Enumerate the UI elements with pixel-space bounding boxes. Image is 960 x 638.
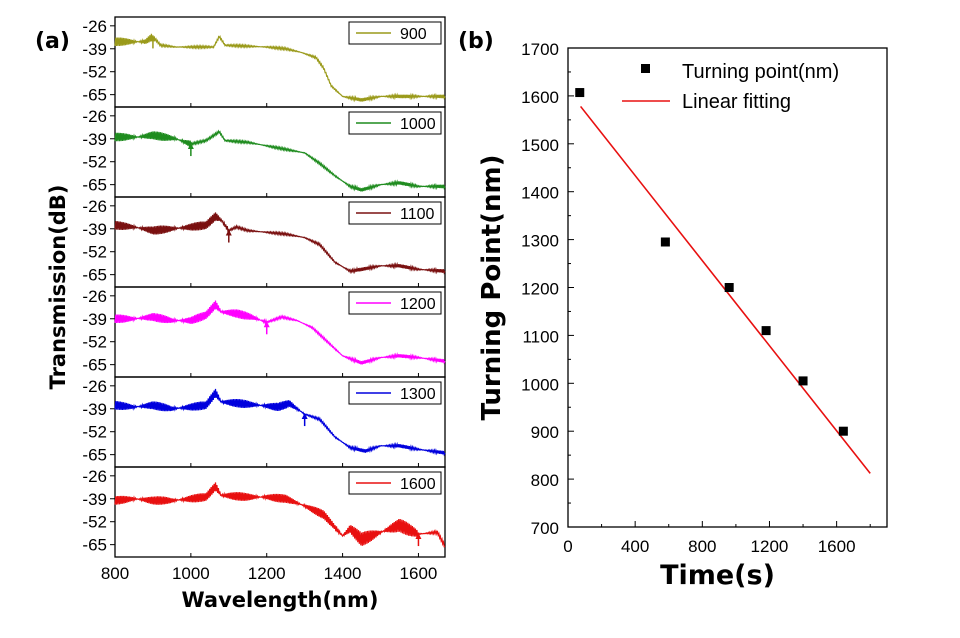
y-tick-label: -65 <box>82 176 107 195</box>
y-tick-label: -52 <box>82 333 107 352</box>
y-axis-title: Turning Point(nm) <box>477 155 507 421</box>
y-tick-label: -26 <box>82 287 107 306</box>
spectrum-line-1200 <box>114 300 446 365</box>
data-point <box>660 237 670 247</box>
legend-label: 1300 <box>400 386 436 403</box>
y-tick-label: -65 <box>82 446 107 465</box>
legend-label-points: Turning point(nm) <box>682 61 839 83</box>
subplot-1300: -26 -39 -52 -65 1300 <box>82 376 446 468</box>
x-tick-label: 800 <box>688 537 716 556</box>
y-tick-label: -26 <box>82 467 107 486</box>
spectrum-line-1100 <box>114 212 446 275</box>
spectrum-line-1000 <box>114 129 446 192</box>
y-tick-label: 900 <box>531 423 559 442</box>
data-point <box>798 376 808 386</box>
turning-point-arrowhead <box>149 35 156 42</box>
x-tick-label: 1400 <box>324 564 362 583</box>
legend-box <box>348 111 442 135</box>
subplot-frame <box>114 466 446 558</box>
turning-point-arrowhead <box>301 413 308 420</box>
turning-point-arrowhead <box>187 143 194 150</box>
y-tick-label: 800 <box>531 471 559 490</box>
subplot-1100: -26 -39 -52 -65 1100 <box>82 196 446 288</box>
y-tick-label: 1200 <box>521 280 559 299</box>
y-tick-label: -26 <box>82 17 107 36</box>
subplot-1000: -26 -39 -52 -65 1000 <box>82 106 446 198</box>
legend-label: 1200 <box>400 296 436 313</box>
y-tick-label: -39 <box>82 490 107 509</box>
subplot-1200: -26 -39 -52 -65 1200 <box>82 286 446 378</box>
y-tick-label: -65 <box>82 266 107 285</box>
data-point <box>838 426 848 436</box>
y-tick-label: 700 <box>531 519 559 538</box>
panel-b-label: (b) <box>458 29 494 54</box>
y-tick-label: -26 <box>82 377 107 396</box>
legend-marker-points <box>641 64 650 73</box>
legend-box <box>348 291 442 315</box>
y-tick-label: -65 <box>82 86 107 105</box>
y-tick-label: 1500 <box>521 136 559 155</box>
y-tick-label: -52 <box>82 513 107 532</box>
y-tick-label: 1600 <box>521 88 559 107</box>
data-point <box>724 283 734 292</box>
y-tick-label: -52 <box>82 153 107 172</box>
legend-label: 1000 <box>400 116 436 133</box>
x-tick-label: 1000 <box>172 564 210 583</box>
y-tick-label: -39 <box>82 220 107 239</box>
y-tick-label: -26 <box>82 197 107 216</box>
panel-a-transmission-spectra: (a) -26 -39 -52 -65 900 -26 -39 -52 -65 1000 -26 -39… <box>35 16 446 612</box>
legend-box <box>348 471 442 495</box>
y-tick-label: -39 <box>82 310 107 329</box>
y-axis-title: Transmission(dB) <box>46 185 70 390</box>
y-tick-label: -39 <box>82 40 107 59</box>
y-tick-label: -26 <box>82 107 107 126</box>
spectrum-line-900 <box>114 33 446 103</box>
y-tick-label: -65 <box>82 356 107 375</box>
y-tick-label: -39 <box>82 130 107 149</box>
x-tick-label: 400 <box>621 537 649 556</box>
legend-box <box>348 381 442 405</box>
y-tick-label: -65 <box>82 536 107 555</box>
y-tick-label: -39 <box>82 400 107 419</box>
turning-point-arrowhead <box>415 533 422 540</box>
turning-point-arrowhead <box>263 321 270 328</box>
y-tick-label: -52 <box>82 423 107 442</box>
y-tick-label: 1400 <box>521 184 559 203</box>
data-point <box>761 326 771 336</box>
y-tick-label: 1700 <box>521 40 559 59</box>
legend-label: 1600 <box>400 476 436 493</box>
x-axis-title: Wavelength(nm) <box>182 588 379 612</box>
legend-label-fit: Linear fitting <box>682 91 791 113</box>
x-tick-label: 1200 <box>751 537 789 556</box>
y-tick-label: 1300 <box>521 232 559 251</box>
spectrum-line-1600 <box>114 482 446 548</box>
x-tick-label: 1600 <box>400 564 438 583</box>
y-tick-label: 1000 <box>521 375 559 394</box>
x-axis-title: Time(s) <box>660 560 775 591</box>
panel-a-label: (a) <box>35 29 70 54</box>
legend-label: 1100 <box>400 206 435 223</box>
data-point <box>575 88 585 98</box>
turning-point-arrowhead <box>225 229 232 236</box>
subplot-1600: -26 -39 -52 -65 1600 <box>82 466 446 558</box>
legend-box <box>348 21 442 45</box>
spectrum-line-1300 <box>114 388 446 457</box>
legend-label: 900 <box>400 26 427 43</box>
y-tick-label: -52 <box>82 243 107 262</box>
legend-box <box>348 201 442 225</box>
x-tick-label: 1200 <box>248 564 286 583</box>
x-tick-label: 0 <box>563 537 572 556</box>
y-tick-label: -52 <box>82 63 107 82</box>
y-tick-label: 1100 <box>522 327 559 346</box>
x-tick-label: 800 <box>101 564 129 583</box>
x-tick-label: 1600 <box>818 537 856 556</box>
subplot-900: -26 -39 -52 -65 900 <box>82 16 446 108</box>
panel-b-turning-point-vs-time: (b) 700 800 900 1000 1100 1200 1300 1400 1500 1600… <box>458 29 888 591</box>
